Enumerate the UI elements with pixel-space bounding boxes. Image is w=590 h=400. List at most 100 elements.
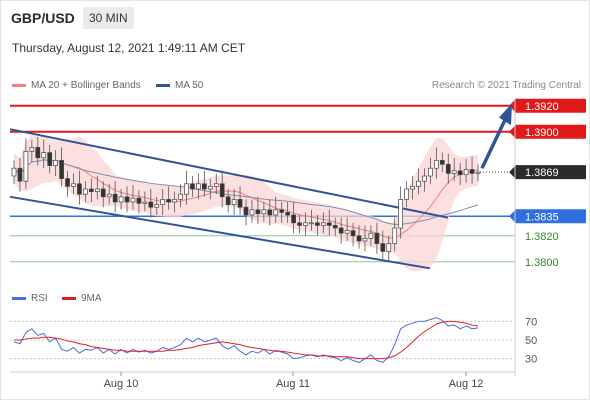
candle-body [65, 178, 70, 187]
candle-body [457, 170, 463, 176]
candle [225, 189, 231, 213]
level-label-tag: 1.3869 [509, 165, 586, 180]
ma50-legend-label: MA 50 [175, 80, 204, 91]
candle-body [386, 243, 392, 252]
candle [279, 202, 285, 223]
candle [380, 230, 386, 260]
candle [17, 157, 23, 192]
level-label: 1.3835 [525, 211, 559, 223]
candle [100, 181, 106, 208]
candle-body [71, 183, 76, 187]
candle [202, 170, 207, 197]
candle-body [291, 214, 296, 224]
candle-body [255, 209, 261, 215]
level-tag-pointer [509, 210, 515, 223]
candle-body [315, 222, 320, 226]
candle [190, 176, 195, 197]
candle-body [297, 222, 302, 226]
level-label-tag: 1.3920 [509, 98, 586, 113]
candle-body [207, 186, 213, 190]
candle-body [273, 209, 279, 216]
candle [160, 189, 166, 215]
candle [71, 173, 76, 195]
candle [231, 189, 237, 215]
candle-body [356, 235, 362, 242]
candle-body [23, 150, 29, 182]
candle [124, 186, 130, 213]
candle-body [469, 169, 475, 174]
level-label: 1.3800 [525, 257, 559, 269]
candle-body [398, 199, 404, 229]
channel-lower-line [9, 195, 431, 270]
rsi-9ma-line [14, 320, 479, 360]
candle-body [475, 171, 481, 174]
candle-body [17, 167, 23, 182]
level-tag-pointer [509, 99, 515, 112]
instrument-symbol: GBP/USD [11, 10, 75, 26]
candle [374, 222, 380, 254]
candle [213, 173, 219, 195]
candle [285, 202, 290, 223]
level-label-tag: 1.3900 [509, 124, 586, 139]
candle-body [53, 160, 58, 166]
candle-body [249, 209, 255, 216]
candle-body [338, 227, 344, 234]
candle-body [202, 183, 207, 190]
x-tick-label: Aug 10 [104, 378, 139, 390]
candle [154, 196, 160, 215]
candle [463, 159, 469, 183]
candle-body [428, 167, 433, 177]
candle-body [213, 183, 219, 187]
candle [291, 202, 296, 234]
chart-header: GBP/USD 30 MIN [0, 0, 590, 38]
candle-body [172, 199, 177, 203]
candle-body [41, 152, 47, 159]
rsi-level-label: 70 [525, 316, 537, 328]
candle [255, 196, 261, 225]
candle-body [118, 196, 124, 203]
candle-body [178, 193, 183, 200]
candle-body [326, 222, 332, 226]
candle-body [100, 188, 106, 198]
candle [410, 176, 415, 200]
candle-body [112, 193, 118, 203]
candle [196, 173, 201, 200]
candle [267, 199, 273, 226]
candle [326, 209, 332, 236]
rsi-legend-label: RSI [31, 293, 48, 304]
candle-body [35, 147, 41, 159]
candle [404, 181, 409, 208]
candle-body [350, 230, 356, 237]
x-tick-label: Aug 11 [276, 378, 310, 390]
rsi-swatch [12, 296, 26, 300]
candle [451, 157, 457, 182]
candle-body [190, 183, 195, 190]
ma20-swatch [12, 83, 26, 87]
candle-body [267, 209, 273, 216]
candle-body [422, 175, 427, 182]
candle-body [88, 188, 94, 192]
timeframe-badge[interactable]: 30 MIN [83, 7, 134, 29]
candle [148, 189, 154, 218]
candle-body [196, 183, 201, 190]
candle [184, 170, 189, 205]
candle-body [404, 188, 409, 200]
candle-body [392, 227, 398, 244]
candle [136, 190, 142, 214]
candle-body [261, 209, 267, 215]
candle-body [154, 204, 160, 208]
candle [297, 215, 302, 234]
candle [332, 217, 338, 236]
candle [320, 212, 326, 234]
level-label: 1.3869 [525, 167, 559, 179]
candle-body [362, 238, 368, 242]
candle-body [320, 222, 326, 226]
candle-body [279, 209, 285, 213]
candle [434, 147, 439, 179]
candle [130, 185, 136, 210]
projection-arrowhead [499, 103, 512, 126]
level-tag-pointer [509, 166, 515, 179]
candle [392, 217, 398, 252]
candle-body [219, 183, 225, 198]
ma50-swatch [156, 83, 170, 87]
